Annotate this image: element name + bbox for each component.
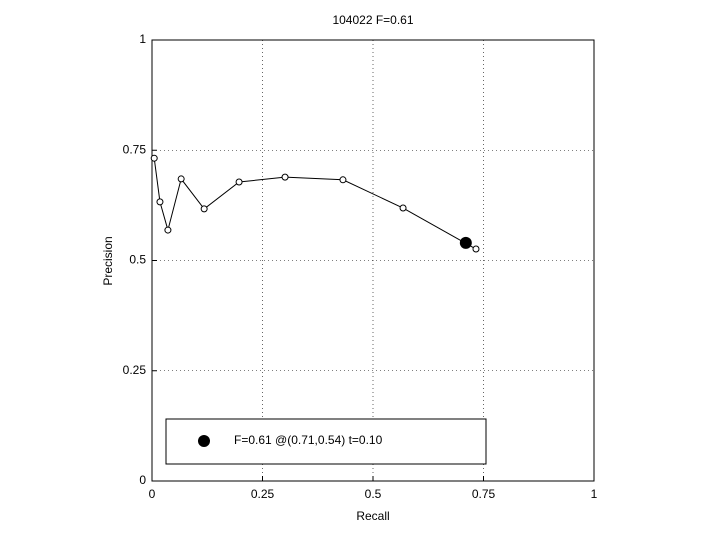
y-tick-label: 1 — [139, 32, 146, 46]
y-tick-label: 0.5 — [129, 253, 146, 267]
y-tick-label: 0 — [139, 473, 146, 487]
point — [399, 204, 407, 212]
chart-title: 104022 F=0.61 — [332, 13, 413, 27]
legend-marker — [198, 435, 210, 447]
point — [150, 154, 158, 162]
point — [472, 245, 480, 253]
x-tick-label: 1 — [591, 487, 598, 501]
y-axis-label: Precision — [101, 236, 115, 285]
y-tick-label: 0.75 — [123, 142, 147, 156]
x-axis-label: Recall — [356, 509, 389, 523]
legend-label: F=0.61 @(0.71,0.54) t=0.10 — [234, 433, 383, 447]
point — [339, 176, 347, 184]
point — [200, 205, 208, 213]
point — [156, 198, 164, 206]
best-point — [459, 236, 472, 249]
point — [177, 175, 185, 183]
x-tick-label: 0 — [149, 487, 156, 501]
x-tick-label: 0.75 — [472, 487, 496, 501]
curve — [153, 158, 477, 250]
point — [164, 226, 172, 234]
legend-box — [165, 418, 487, 465]
y-tick-label: 0.25 — [123, 363, 147, 377]
plot-frame — [151, 39, 595, 482]
x-tick-label: 0.5 — [365, 487, 382, 501]
point — [235, 178, 243, 186]
point — [281, 173, 289, 181]
x-tick-label: 0.25 — [251, 487, 275, 501]
